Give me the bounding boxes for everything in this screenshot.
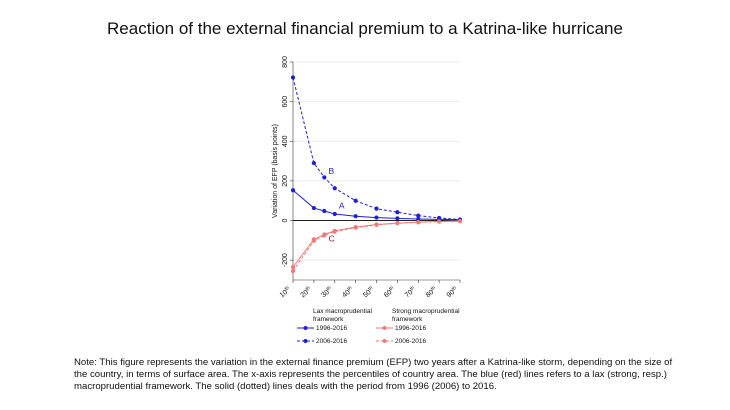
data-point — [332, 211, 337, 217]
data-point — [311, 238, 316, 243]
data-point — [332, 186, 337, 191]
figure-note: Note: This figure represents the variati… — [74, 357, 673, 392]
x-tick-label: 70th — [403, 285, 418, 299]
legend-group-title: Strong macroprudential — [392, 308, 460, 315]
data-point — [322, 233, 327, 238]
legend-entry-label: 1996-2016 — [316, 325, 347, 332]
x-tick-label: 80th — [424, 285, 439, 299]
x-tick-label: 50th — [361, 285, 376, 299]
series-line — [292, 77, 461, 221]
y-tick-label: 200 — [282, 175, 289, 187]
x-tick-label: 60th — [382, 285, 397, 299]
legend-group-title-cont: framework — [392, 316, 423, 323]
data-point — [290, 75, 296, 80]
data-point — [416, 213, 421, 218]
data-point — [290, 188, 296, 193]
data-point — [290, 265, 296, 270]
y-tick-label: 400 — [282, 135, 289, 147]
data-point — [374, 206, 379, 211]
annotations: A B C — [328, 166, 344, 243]
data-point — [290, 268, 296, 274]
legend-entry-label: 2006-2016 — [395, 338, 426, 345]
data-point — [311, 205, 316, 211]
series-line — [292, 189, 461, 221]
x-tick-label: 40th — [340, 285, 355, 299]
data-point — [437, 215, 442, 221]
legend-group-title-cont: framework — [313, 316, 344, 323]
annotation-label: A — [339, 200, 345, 210]
annotation-label: B — [328, 166, 334, 176]
series-line — [292, 220, 461, 272]
grid-lines — [293, 61, 460, 261]
data-point — [332, 229, 337, 234]
legend-swatch-marker — [382, 326, 387, 330]
x-tick-label: 30th — [319, 285, 334, 299]
data-point — [322, 175, 327, 180]
data-point — [416, 216, 421, 222]
y-tick-label: 800 — [282, 56, 289, 68]
data-point — [395, 221, 400, 226]
y-tick-label: -200 — [282, 253, 289, 267]
data-point — [395, 210, 400, 215]
legend-entry-label: 2006-2016 — [316, 338, 347, 345]
data-point — [374, 222, 379, 228]
y-tick-label: 0 — [282, 218, 289, 222]
legend-entry-label: 1996-2016 — [395, 325, 426, 332]
data-point — [353, 214, 358, 219]
legend-swatch-marker — [303, 326, 308, 330]
legend-swatch-marker — [303, 339, 308, 343]
data-point — [353, 198, 358, 203]
data-point — [322, 208, 327, 214]
series-lines — [290, 75, 463, 274]
y-tick-label: 600 — [282, 96, 289, 108]
chart-title: Reaction of the external financial premi… — [107, 19, 623, 38]
data-point — [437, 219, 442, 224]
y-axis-label: Variation of EFP (basis points) — [272, 124, 279, 218]
data-point — [353, 225, 358, 230]
data-point — [374, 215, 379, 220]
x-tick-label: 10th — [278, 285, 293, 299]
legend-swatch-marker — [382, 339, 387, 343]
data-point — [416, 220, 421, 225]
data-point — [311, 160, 316, 166]
annotation-label: C — [328, 233, 334, 243]
x-tick-label: 90th — [445, 285, 460, 299]
x-tick-label: 20th — [299, 285, 314, 299]
axes: -200 0 200 400 600 800 Variation of EFP (basis… — [272, 56, 461, 299]
data-point — [395, 216, 400, 221]
legend-group-title: Lax macroprudential — [313, 308, 372, 315]
data-point — [457, 219, 463, 224]
